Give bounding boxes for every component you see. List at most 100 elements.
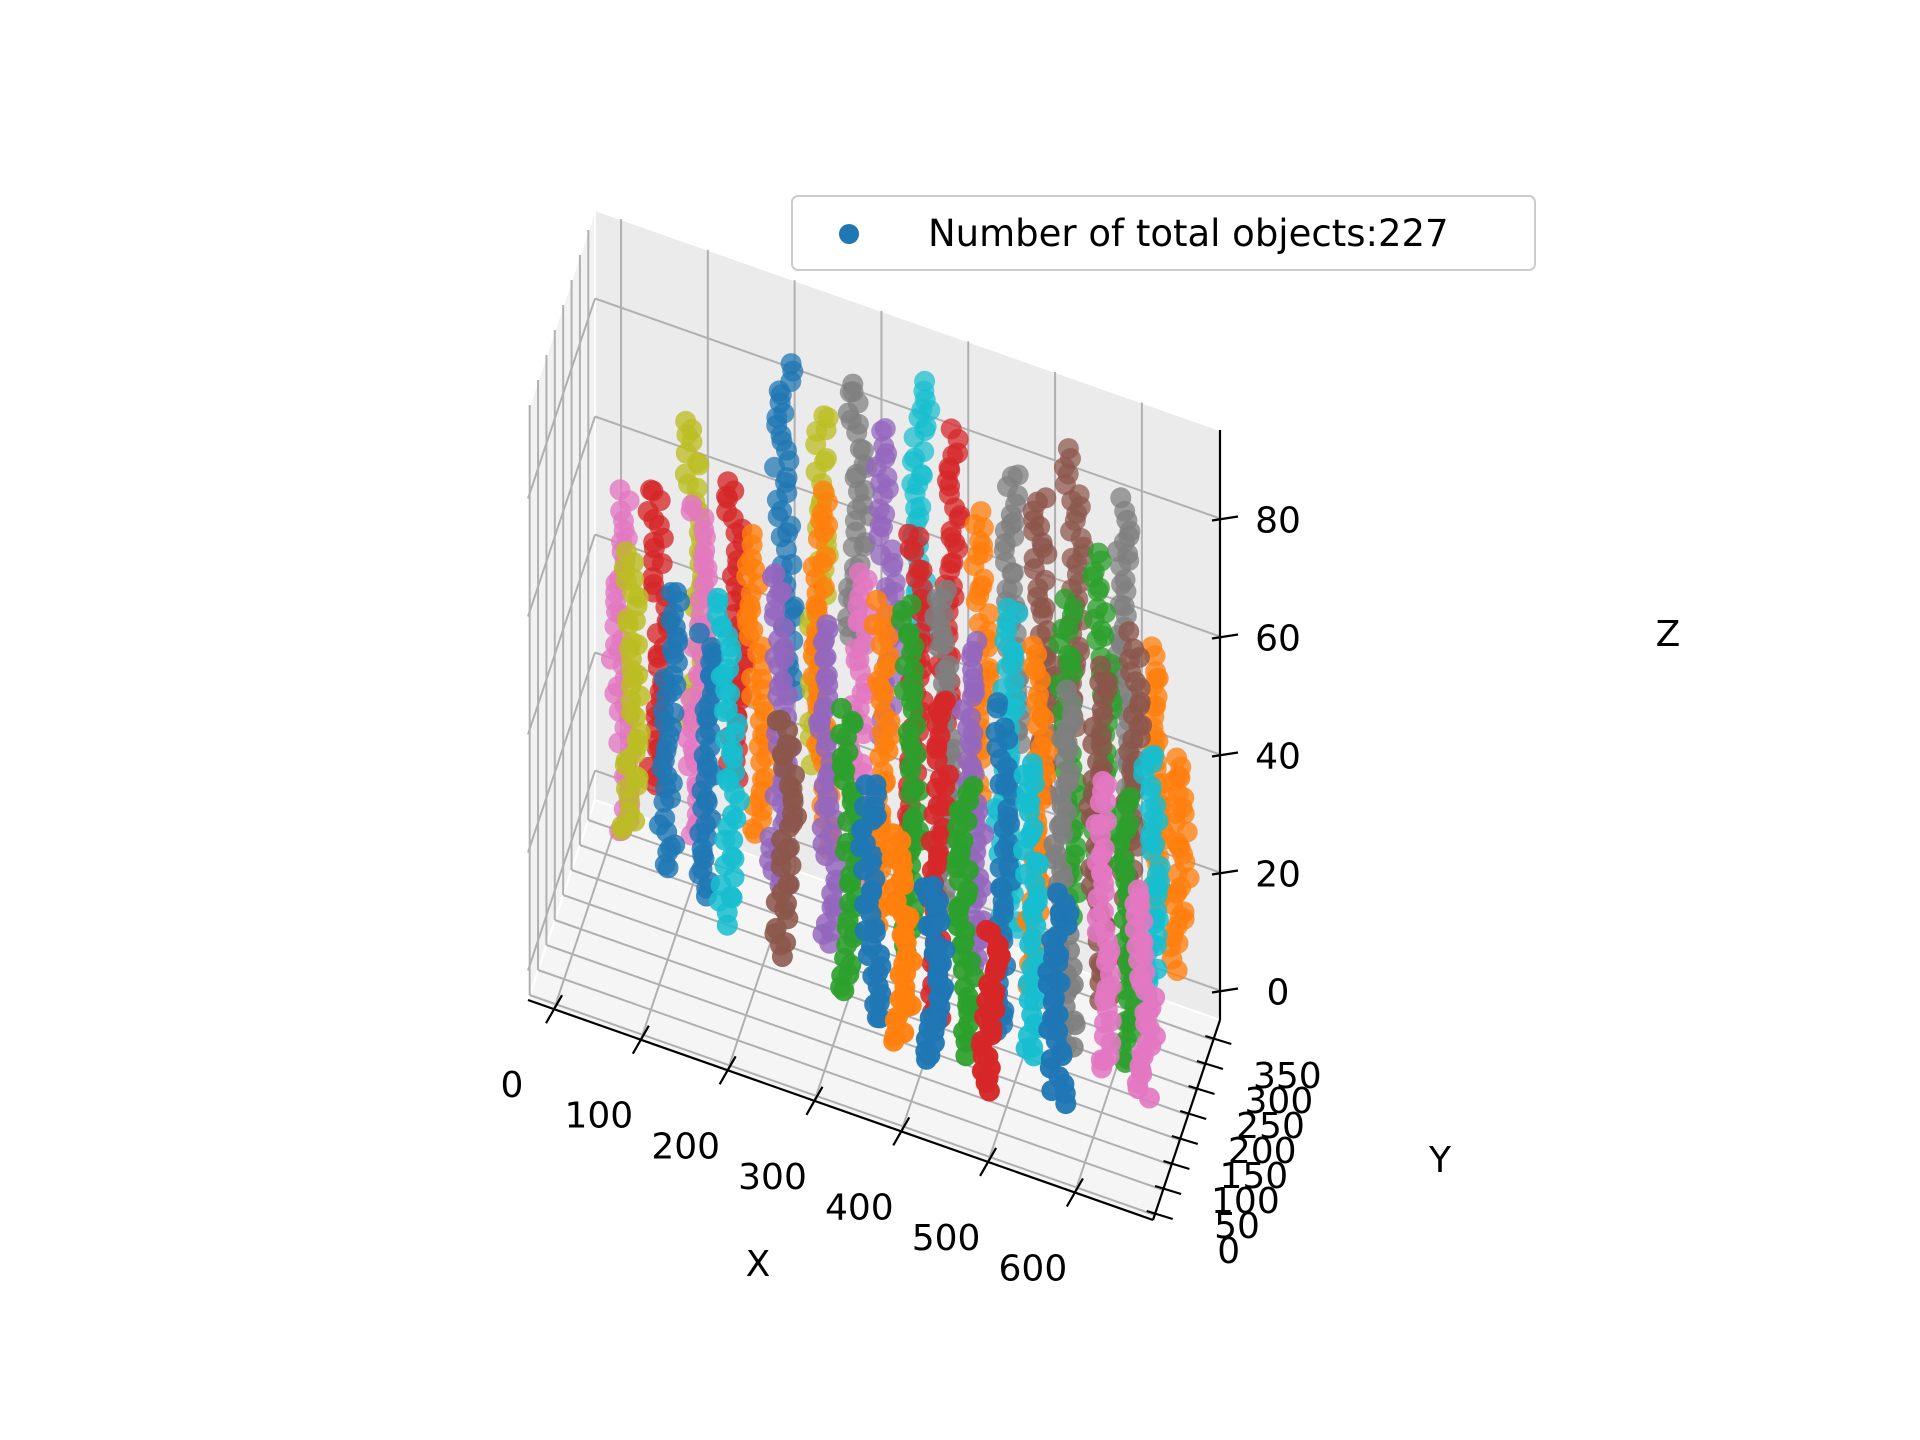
data-point <box>1093 881 1115 903</box>
y-tick-mark <box>1179 1109 1207 1121</box>
y-tick-mark <box>1196 1059 1224 1071</box>
data-point <box>1002 578 1023 600</box>
data-point <box>893 1022 915 1044</box>
data-point <box>642 550 664 572</box>
data-point <box>689 822 711 844</box>
data-point <box>1041 1080 1063 1102</box>
data-point <box>1125 671 1146 693</box>
data-point <box>1025 851 1047 873</box>
data-point <box>1126 1072 1148 1094</box>
data-point <box>900 594 922 616</box>
y-tick-mark <box>1163 1159 1190 1171</box>
data-point <box>1113 849 1135 871</box>
data-point <box>864 917 886 939</box>
data-point <box>778 874 800 895</box>
data-point <box>1146 864 1168 886</box>
data-point <box>722 804 744 826</box>
data-point <box>629 685 651 707</box>
data-point <box>768 380 790 402</box>
y-tick-mark <box>1188 1084 1215 1096</box>
data-point <box>938 655 960 677</box>
data-point <box>904 447 926 469</box>
data-point <box>694 539 716 561</box>
data-point <box>987 692 1009 714</box>
data-point <box>1118 988 1140 1010</box>
data-point <box>948 896 970 918</box>
data-point <box>620 701 642 723</box>
data-point <box>1018 989 1040 1011</box>
data-point <box>845 650 867 672</box>
z-gridline <box>594 297 1221 520</box>
data-point <box>940 520 962 542</box>
x-tick-mark <box>1065 1177 1084 1208</box>
data-point <box>741 685 763 707</box>
data-point <box>953 932 975 954</box>
data-point <box>1022 655 1044 677</box>
data-point <box>1145 795 1167 816</box>
data-point <box>1002 562 1024 584</box>
data-point <box>962 640 984 662</box>
data-point <box>1058 644 1079 666</box>
data-point <box>1051 728 1073 750</box>
data-point <box>1019 791 1041 813</box>
y-tick-label: 200 <box>1228 1131 1297 1172</box>
data-point <box>1099 940 1121 962</box>
data-point <box>720 886 742 907</box>
data-point <box>1093 838 1115 859</box>
data-point <box>771 829 793 851</box>
data-point <box>995 775 1016 797</box>
data-point <box>1023 509 1045 531</box>
data-point <box>1051 795 1073 816</box>
x-tick-label: 600 <box>999 1249 1068 1290</box>
data-point <box>905 715 927 736</box>
data-point <box>707 587 729 609</box>
data-point <box>681 494 703 516</box>
data-point <box>1168 765 1190 787</box>
data-point <box>947 915 969 937</box>
data-point <box>1147 810 1169 832</box>
data-point <box>811 502 833 524</box>
data-point <box>1054 473 1076 495</box>
data-point <box>812 833 834 855</box>
data-point <box>964 514 986 536</box>
data-point <box>877 655 899 677</box>
data-point <box>977 1046 999 1068</box>
data-point <box>1123 638 1145 660</box>
data-point <box>778 775 800 797</box>
data-point <box>1047 1004 1069 1025</box>
data-point <box>869 514 891 536</box>
data-point <box>928 842 950 864</box>
data-point <box>898 622 920 644</box>
data-point <box>842 373 864 395</box>
data-point <box>838 963 860 985</box>
data-point <box>701 637 723 658</box>
data-point <box>854 634 876 656</box>
data-point <box>874 418 896 440</box>
data-point <box>1022 928 1044 950</box>
data-point <box>1060 520 1082 542</box>
x-gridline <box>553 808 622 1010</box>
data-point <box>773 402 795 424</box>
data-point <box>1087 597 1109 619</box>
data-point <box>894 655 916 677</box>
data-point <box>944 497 966 519</box>
data-point <box>1088 577 1110 599</box>
data-point <box>642 480 664 502</box>
data-point <box>1140 775 1162 797</box>
data-point <box>773 647 795 669</box>
data-point <box>1022 762 1044 784</box>
data-point <box>865 774 887 796</box>
z-tick-mark <box>1211 987 1239 994</box>
x-tick-mark <box>545 994 563 1024</box>
data-point <box>652 527 674 549</box>
data-point <box>1118 621 1140 643</box>
data-point <box>764 456 786 478</box>
data-point <box>1092 770 1114 792</box>
z-gridline <box>527 652 596 853</box>
data-point <box>957 749 979 771</box>
data-point <box>818 796 840 818</box>
data-point <box>830 723 852 745</box>
data-point <box>1092 901 1114 922</box>
data-point <box>1027 883 1049 905</box>
